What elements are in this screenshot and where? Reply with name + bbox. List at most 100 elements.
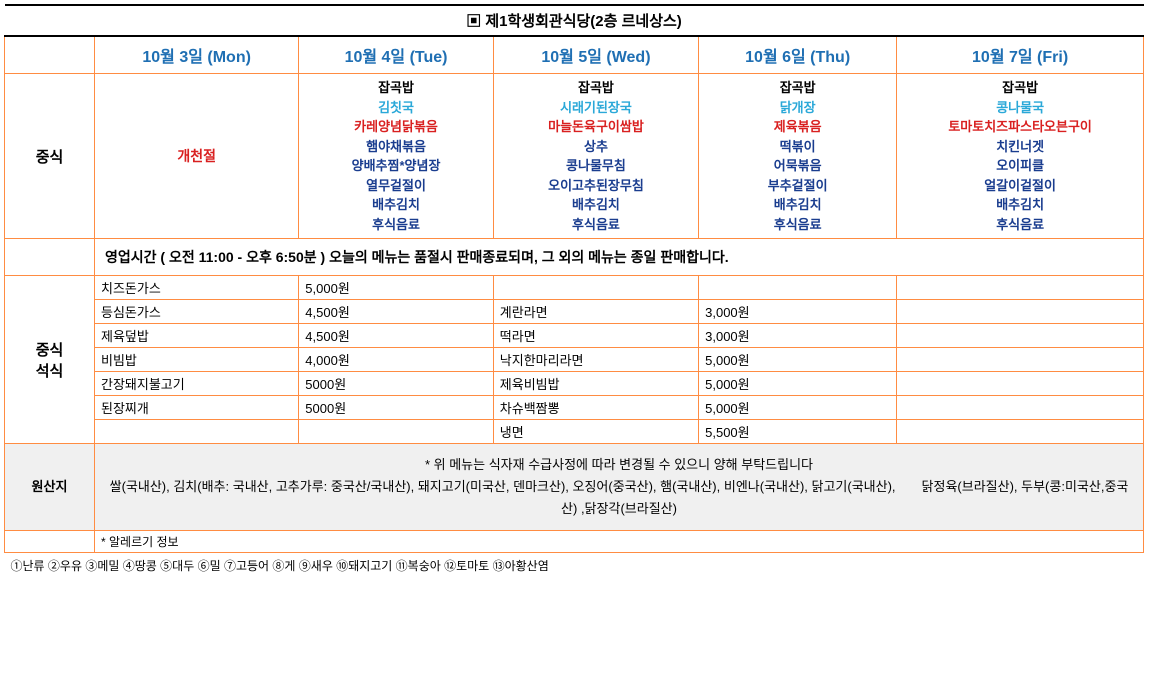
menu-item: 배추김치 [301, 195, 490, 215]
price-cell: 낙지한마리라면 [493, 348, 698, 372]
menu-item: 후식음료 [701, 215, 894, 235]
menu-item: 배추김치 [496, 195, 696, 215]
hours-text: 영업시간 ( 오전 11:00 - 오후 6:50분 ) 오늘의 메뉴는 품절시… [95, 239, 1144, 276]
menu-item: 떡볶이 [701, 137, 894, 157]
price-cell: 간장돼지불고기 [95, 372, 299, 396]
mon-menu: 개천절 [95, 74, 299, 239]
thu-menu: 잡곡밥닭개장제육볶음떡볶이어묵볶음부추겉절이배추김치후식음료 [699, 74, 897, 239]
menu-item: 양배추찜*양념장 [301, 156, 490, 176]
price-row: 냉면5,500원 [5, 420, 1144, 444]
price-cell: 5,000원 [699, 348, 897, 372]
menu-item: 열무겉절이 [301, 176, 490, 196]
price-cell: 제육덮밥 [95, 324, 299, 348]
price-row: 간장돼지불고기5000원제육비빔밥5,000원 [5, 372, 1144, 396]
price-cell: 제육비빔밥 [493, 372, 698, 396]
price-cell [493, 276, 698, 300]
price-cell: 5,000원 [299, 276, 493, 300]
menu-item: 잡곡밥 [701, 78, 894, 98]
menu-item: 얼갈이겉절이 [899, 176, 1141, 196]
price-cell [897, 300, 1144, 324]
day-tue: 10월 4일 (Tue) [299, 36, 493, 74]
price-cell: 5,000원 [699, 372, 897, 396]
allergy-row: ①난류 ②우유 ③메밀 ④땅콩 ⑤대두 ⑥밀 ⑦고등어 ⑧게 ⑨새우 ⑩돼지고기… [5, 553, 1144, 579]
menu-item: 배추김치 [701, 195, 894, 215]
price-row: 된장찌개5000원차슈백짬뽕5,000원 [5, 396, 1144, 420]
day-thu: 10월 6일 (Thu) [699, 36, 897, 74]
price-cell: 4,500원 [299, 324, 493, 348]
cafeteria-title: ▣ 제1학생회관식당(2층 르네상스) [5, 5, 1144, 36]
menu-item: 치킨너겟 [899, 137, 1141, 157]
menu-table: ▣ 제1학생회관식당(2층 르네상스) 10월 3일 (Mon) 10월 4일 … [4, 4, 1144, 578]
price-cell: 비빔밥 [95, 348, 299, 372]
menu-item: 닭개장 [701, 98, 894, 118]
menu-item: 콩나물국 [899, 98, 1141, 118]
price-cell: 등심돈가스 [95, 300, 299, 324]
menu-item: 잡곡밥 [899, 78, 1141, 98]
lunch-row: 중식 개천절 잡곡밥김칫국카레양념닭볶음햄야채볶음양배추찜*양념장열무겉절이배추… [5, 74, 1144, 239]
menu-item: 마늘돈육구이쌈밥 [496, 117, 696, 137]
price-cell [95, 420, 299, 444]
price-cell [897, 396, 1144, 420]
allergy-spacer [5, 531, 95, 553]
price-row: 중식석식치즈돈가스5,000원 [5, 276, 1144, 300]
holiday-text: 개천절 [97, 146, 296, 166]
price-cell: 된장찌개 [95, 396, 299, 420]
menu-item: 후식음료 [899, 215, 1141, 235]
price-cell: 5000원 [299, 396, 493, 420]
price-cell [897, 348, 1144, 372]
menu-item: 카레양념닭볶음 [301, 117, 490, 137]
menu-item: 잡곡밥 [496, 78, 696, 98]
menu-item: 햄야채볶음 [301, 137, 490, 157]
meal-label: 중식석식 [5, 276, 95, 444]
menu-item: 오이피클 [899, 156, 1141, 176]
origin-label: 원산지 [5, 444, 95, 531]
menu-item: 후식음료 [301, 215, 490, 235]
menu-item: 잡곡밥 [301, 78, 490, 98]
day-header-row: 10월 3일 (Mon) 10월 4일 (Tue) 10월 5일 (Wed) 1… [5, 36, 1144, 74]
price-section: 중식석식치즈돈가스5,000원등심돈가스4,500원계란라면3,000원제육덮밥… [5, 276, 1144, 444]
origin-note2: 쌀(국내산), 김치(배추: 국내산, 고추가루: 중국산/국내산), 돼지고기… [105, 476, 1133, 520]
allergy-label-row: * 알레르기 정보 [5, 531, 1144, 553]
price-cell: 계란라면 [493, 300, 698, 324]
price-cell [699, 276, 897, 300]
price-row: 등심돈가스4,500원계란라면3,000원 [5, 300, 1144, 324]
price-cell: 5,500원 [699, 420, 897, 444]
price-cell: 치즈돈가스 [95, 276, 299, 300]
day-fri: 10월 7일 (Fri) [897, 36, 1144, 74]
header-spacer [5, 36, 95, 74]
price-row: 비빔밥4,000원낙지한마리라면5,000원 [5, 348, 1144, 372]
menu-item: 상추 [496, 137, 696, 157]
menu-item: 김칫국 [301, 98, 490, 118]
origin-row: 원산지 * 위 메뉴는 식자재 수급사정에 따라 변경될 수 있으니 양해 부탁… [5, 444, 1144, 531]
price-cell: 4,500원 [299, 300, 493, 324]
price-cell [897, 276, 1144, 300]
day-wed: 10월 5일 (Wed) [493, 36, 698, 74]
hours-spacer [5, 239, 95, 276]
hours-row: 영업시간 ( 오전 11:00 - 오후 6:50분 ) 오늘의 메뉴는 품절시… [5, 239, 1144, 276]
allergy-text: ①난류 ②우유 ③메밀 ④땅콩 ⑤대두 ⑥밀 ⑦고등어 ⑧게 ⑨새우 ⑩돼지고기… [5, 553, 1144, 579]
menu-item: 배추김치 [899, 195, 1141, 215]
price-cell: 5,000원 [699, 396, 897, 420]
menu-item: 부추겉절이 [701, 176, 894, 196]
price-cell [897, 324, 1144, 348]
title-row: ▣ 제1학생회관식당(2층 르네상스) [5, 5, 1144, 36]
day-mon: 10월 3일 (Mon) [95, 36, 299, 74]
price-cell: 3,000원 [699, 300, 897, 324]
price-cell [897, 372, 1144, 396]
price-cell: 차슈백짬뽕 [493, 396, 698, 420]
allergy-label: * 알레르기 정보 [95, 531, 1144, 553]
price-row: 제육덮밥4,500원떡라면3,000원 [5, 324, 1144, 348]
menu-item: 후식음료 [496, 215, 696, 235]
price-cell: 4,000원 [299, 348, 493, 372]
menu-item: 콩나물무침 [496, 156, 696, 176]
price-cell: 냉면 [493, 420, 698, 444]
wed-menu: 잡곡밥시래기된장국마늘돈육구이쌈밥상추콩나물무침오이고추된장무침배추김치후식음료 [493, 74, 698, 239]
price-cell: 5000원 [299, 372, 493, 396]
fri-menu: 잡곡밥콩나물국토마토치즈파스타오븐구이치킨너겟오이피클얼갈이겉절이배추김치후식음… [897, 74, 1144, 239]
price-cell: 3,000원 [699, 324, 897, 348]
menu-item: 토마토치즈파스타오븐구이 [899, 117, 1141, 137]
menu-item: 어묵볶음 [701, 156, 894, 176]
tue-menu: 잡곡밥김칫국카레양념닭볶음햄야채볶음양배추찜*양념장열무겉절이배추김치후식음료 [299, 74, 493, 239]
menu-item: 오이고추된장무침 [496, 176, 696, 196]
price-cell [897, 420, 1144, 444]
